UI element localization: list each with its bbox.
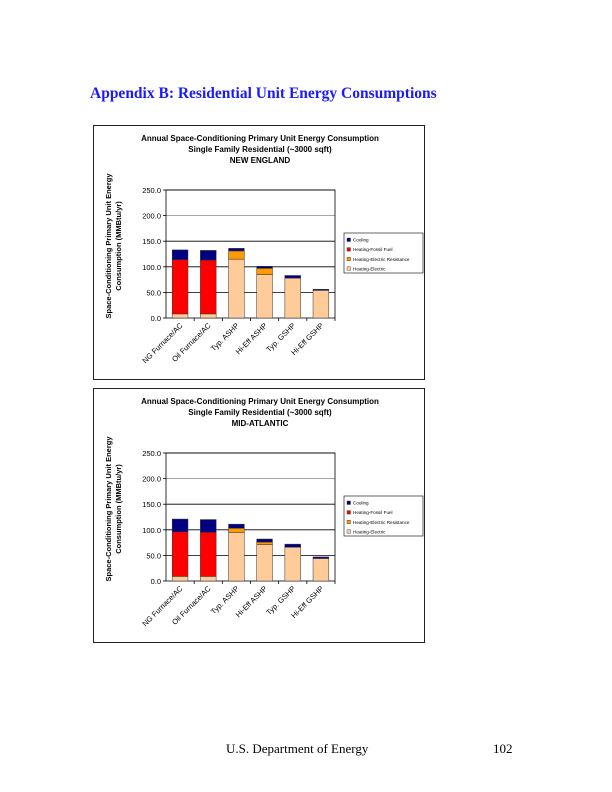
bar-segment xyxy=(200,576,217,582)
bar-segment xyxy=(200,313,217,319)
plot-area xyxy=(165,452,336,582)
legend-swatch xyxy=(346,237,351,242)
chart-title-line: NEW ENGLAND xyxy=(230,156,291,165)
legend-label: Heating-Electric xyxy=(353,266,386,271)
page-heading: Appendix B: Residential Unit Energy Cons… xyxy=(90,85,437,102)
chart-title-line: Single Family Residential (~3000 sqft) xyxy=(188,408,332,417)
y-tick-label: 150.0 xyxy=(142,237,161,246)
legend-label: Heating-Fossil Fuel xyxy=(353,510,393,515)
bar-segment xyxy=(171,576,189,582)
legend-label: Cooling xyxy=(353,238,369,243)
legend-swatch xyxy=(346,256,351,261)
chart-title-line: Single Family Residential (~3000 sqft) xyxy=(188,145,332,154)
legend-label: Heating-Electric xyxy=(353,529,386,534)
legend xyxy=(343,232,424,274)
bar-segment xyxy=(256,544,273,582)
bar-segment xyxy=(256,266,273,269)
bar-segment xyxy=(228,532,245,582)
y-tick-label: 250.0 xyxy=(142,186,161,195)
bar-segment xyxy=(312,290,330,319)
chart-new-england: Annual Space-Conditioning Primary Unit E… xyxy=(93,125,425,380)
bar-segment xyxy=(312,289,330,291)
bar-segment xyxy=(228,528,245,533)
legend-swatch xyxy=(346,510,351,515)
bar-segment xyxy=(171,313,189,319)
y-tick-label: 100.0 xyxy=(142,526,161,535)
bar-segment xyxy=(256,274,273,319)
bar-segment xyxy=(312,558,330,582)
bar-segment xyxy=(284,277,301,319)
y-axis-label: Space-Conditioning Primary Unit Energy xyxy=(104,173,113,319)
bar-segment xyxy=(228,258,245,319)
y-tick-label: 150.0 xyxy=(142,500,161,509)
bar-segment xyxy=(171,259,189,315)
plot-area xyxy=(165,189,336,319)
bar-segment xyxy=(200,259,217,315)
y-axis-label: Consumption (MMBtu/yr) xyxy=(114,464,123,554)
legend-label: Heating-Fossil Fuel xyxy=(353,247,393,252)
page-number: 102 xyxy=(493,741,513,756)
chart-mid-atlantic: Annual Space-Conditioning Primary Unit E… xyxy=(93,388,425,643)
chart-svg: Annual Space-Conditioning Primary Unit E… xyxy=(104,397,424,628)
bar-segment xyxy=(200,532,217,577)
bar-segment xyxy=(284,543,301,548)
legend-swatch xyxy=(346,500,351,505)
bar-segment xyxy=(284,546,301,582)
footer-org: U.S. Department of Energy xyxy=(226,741,369,756)
legend-label: Cooling xyxy=(353,501,369,506)
chart-svg: Annual Space-Conditioning Primary Unit E… xyxy=(104,134,424,365)
bar-segment xyxy=(256,538,273,543)
legend-swatch xyxy=(346,247,351,252)
legend-swatch xyxy=(346,529,351,534)
bar-segment xyxy=(200,519,217,533)
bar-segment xyxy=(312,556,330,559)
legend-swatch xyxy=(346,519,351,524)
y-tick-label: 0.0 xyxy=(151,314,161,323)
bar-segment xyxy=(171,249,189,260)
legend-label: Heating-Electric Resistance xyxy=(353,257,410,262)
bar-segment xyxy=(284,275,301,279)
bar-segment xyxy=(200,250,217,261)
chart-title-line: Annual Space-Conditioning Primary Unit E… xyxy=(141,134,379,143)
y-tick-label: 100.0 xyxy=(142,263,161,272)
y-tick-label: 250.0 xyxy=(142,449,161,458)
bar-segment xyxy=(171,531,189,577)
legend xyxy=(343,495,424,537)
bar-segment xyxy=(256,268,273,275)
y-tick-label: 200.0 xyxy=(142,212,161,221)
bar-segment xyxy=(256,541,273,545)
y-tick-label: 200.0 xyxy=(142,475,161,484)
y-tick-label: 50.0 xyxy=(146,288,161,297)
legend-label: Heating-Electric Resistance xyxy=(353,520,410,525)
bar-segment xyxy=(228,250,245,260)
chart-title-line: Annual Space-Conditioning Primary Unit E… xyxy=(141,397,379,406)
bar-segment xyxy=(228,248,245,252)
y-axis-label: Space-Conditioning Primary Unit Energy xyxy=(104,436,113,582)
legend-swatch xyxy=(346,266,351,271)
bar-segment xyxy=(171,518,189,533)
y-axis-label: Consumption (MMBtu/yr) xyxy=(114,201,123,291)
chart-title-line: MID-ATLANTIC xyxy=(232,419,289,428)
y-tick-label: 50.0 xyxy=(146,551,161,560)
y-tick-label: 0.0 xyxy=(151,577,161,586)
bar-segment xyxy=(228,523,245,529)
